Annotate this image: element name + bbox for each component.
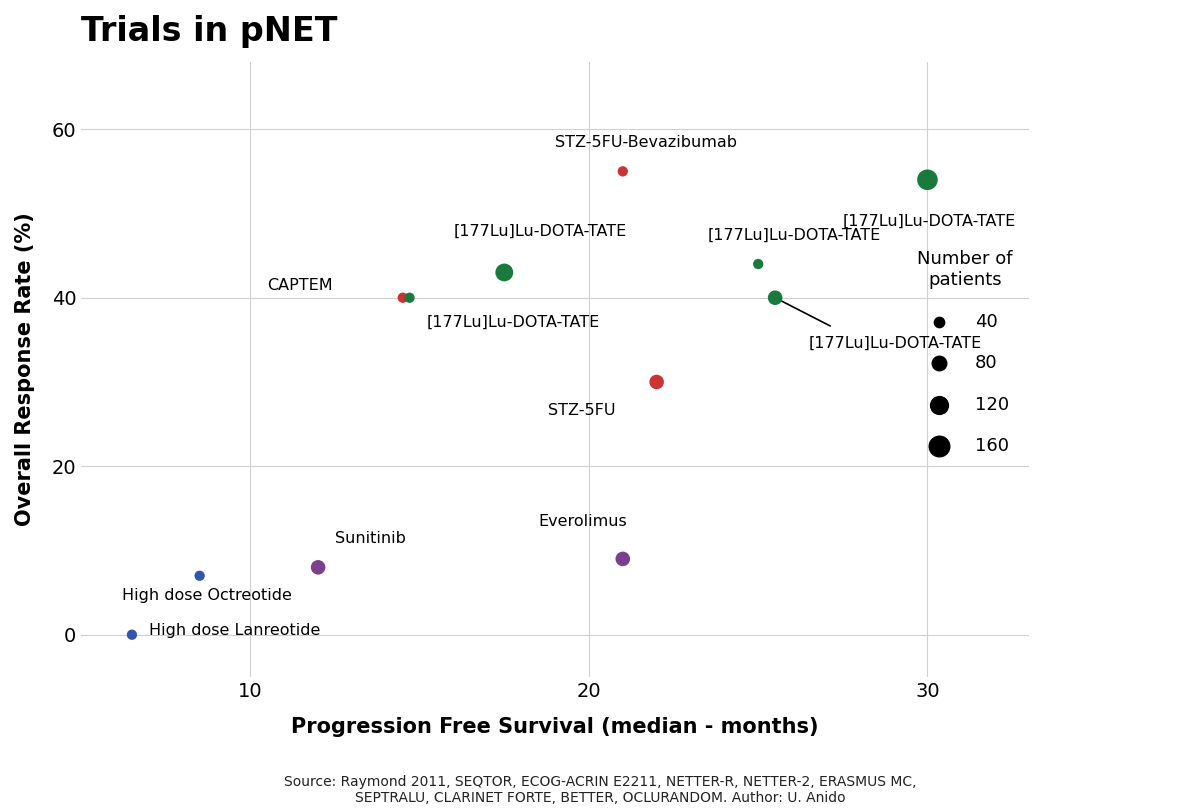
Text: Everolimus: Everolimus: [538, 515, 626, 529]
Point: [494, 266, 514, 279]
Point: [749, 257, 768, 270]
Point: [918, 173, 937, 186]
Point: [308, 561, 328, 574]
Point: [190, 570, 209, 582]
Text: [177Lu]Lu-DOTA-TATE: [177Lu]Lu-DOTA-TATE: [426, 315, 600, 329]
Text: [177Lu]Lu-DOTA-TATE: [177Lu]Lu-DOTA-TATE: [708, 228, 881, 243]
Text: STZ-5FU: STZ-5FU: [548, 403, 616, 418]
Point: [122, 629, 142, 642]
Point: [766, 291, 785, 304]
Text: Source: Raymond 2011, SEQTOR, ECOG-ACRIN E2211, NETTER-R, NETTER-2, ERASMUS MC,
: Source: Raymond 2011, SEQTOR, ECOG-ACRIN…: [283, 775, 917, 805]
Text: CAPTEM: CAPTEM: [268, 277, 332, 293]
Legend: 40, 80, 120, 160: 40, 80, 120, 160: [910, 243, 1020, 462]
Y-axis label: Overall Response Rate (%): Overall Response Rate (%): [14, 213, 35, 526]
Text: [177Lu]Lu-DOTA-TATE: [177Lu]Lu-DOTA-TATE: [842, 214, 1016, 228]
Point: [613, 553, 632, 565]
Point: [613, 165, 632, 178]
Text: High dose Octreotide: High dose Octreotide: [121, 588, 292, 604]
X-axis label: Progression Free Survival (median - months): Progression Free Survival (median - mont…: [292, 718, 818, 737]
Point: [400, 291, 419, 304]
Text: STZ-5FU-Bevazibumab: STZ-5FU-Bevazibumab: [556, 135, 737, 150]
Text: High dose Lanreotide: High dose Lanreotide: [149, 623, 320, 638]
Point: [647, 375, 666, 388]
Point: [394, 291, 413, 304]
Text: Trials in pNET: Trials in pNET: [82, 15, 337, 48]
Text: [177Lu]Lu-DOTA-TATE: [177Lu]Lu-DOTA-TATE: [809, 336, 983, 350]
Text: [177Lu]Lu-DOTA-TATE: [177Lu]Lu-DOTA-TATE: [454, 224, 626, 239]
Text: Sunitinib: Sunitinib: [335, 532, 406, 546]
